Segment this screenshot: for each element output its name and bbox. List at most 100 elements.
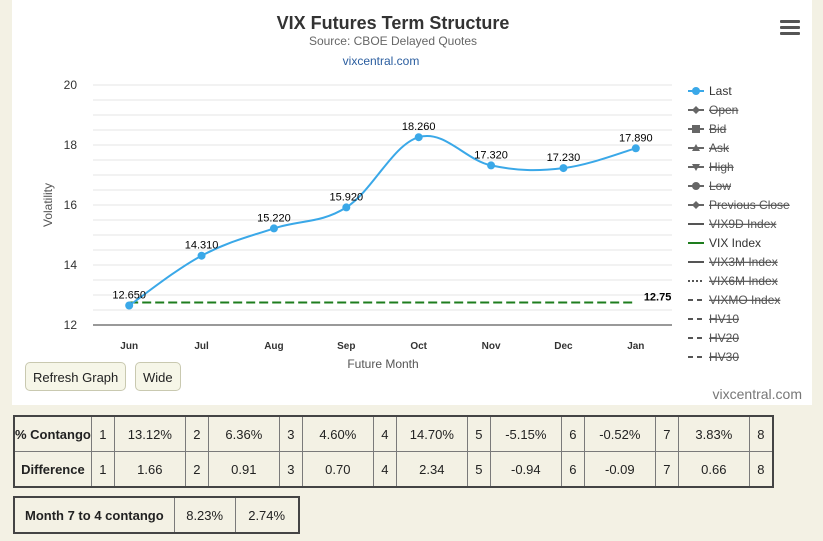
last-series-line [128, 135, 637, 307]
x-tick-label: Jul [194, 341, 209, 352]
refresh-graph-button[interactable]: Refresh Graph [25, 362, 127, 391]
contango-value: 14.70% [395, 415, 468, 452]
data-label: 18.260 [402, 121, 436, 133]
vixcentral-link[interactable]: vixcentral.com [343, 54, 420, 68]
data-label: 15.220 [257, 212, 291, 224]
legend-circle-icon [692, 182, 700, 190]
difference-row: Difference 1 1.66 2 0.91 3 0.70 4 2.34 5… [13, 451, 774, 488]
menu-icon-bar [780, 20, 800, 23]
chart-credit[interactable]: vixcentral.com [713, 386, 802, 402]
legend-triangle-down-icon [692, 164, 700, 171]
difference-value: 0.66 [677, 451, 750, 488]
last-data-point[interactable] [197, 251, 206, 260]
legend-label: Low [709, 179, 731, 193]
difference-value: 2.34 [395, 451, 468, 488]
last-data-point[interactable] [559, 164, 568, 173]
last-data-point[interactable] [487, 161, 496, 170]
chart-panel: VIX Futures Term Structure Source: CBOE … [12, 0, 812, 405]
legend-label: High [709, 160, 734, 174]
legend-label: Bid [709, 122, 726, 136]
data-label: 17.320 [474, 149, 508, 161]
vix-index-label: 12.75 [644, 292, 672, 304]
month-index: 6 [560, 415, 585, 452]
x-tick-label: Nov [482, 341, 501, 352]
month-index: 2 [184, 451, 209, 488]
data-label: 14.310 [185, 240, 219, 252]
legend-label: VIX Index [709, 236, 761, 250]
y-tick-label: 14 [64, 258, 78, 272]
legend-diamond-icon [692, 106, 700, 114]
last-data-point[interactable] [631, 144, 640, 153]
legend-label: VIXMO Index [709, 293, 780, 307]
legend-label: HV10 [709, 312, 739, 326]
month-index: 4 [372, 415, 397, 452]
x-axis-title: Future Month [347, 357, 418, 371]
legend-item[interactable]: Open [688, 103, 738, 117]
row-label: Month 7 to 4 contango [13, 496, 175, 534]
month7-to-4-row: Month 7 to 4 contango 8.23% 2.74% [13, 496, 300, 534]
legend-label: VIX6M Index [709, 274, 778, 288]
legend-square-icon [692, 125, 700, 133]
legend-label: Previous Close [709, 198, 790, 212]
legend-circle-icon [692, 87, 700, 95]
y-tick-label: 20 [64, 78, 78, 92]
contango-value: 13.12% [113, 415, 186, 452]
row-label: % Contango [13, 415, 92, 452]
month7-to-4-value: 8.23% [173, 496, 236, 534]
x-tick-label: Aug [264, 341, 283, 352]
data-label: 15.920 [329, 191, 363, 203]
legend-item[interactable]: VIX3M Index [688, 255, 778, 269]
legend-item[interactable]: Low [688, 179, 731, 193]
last-data-point[interactable] [269, 224, 278, 233]
x-tick-label: Dec [554, 341, 573, 352]
chart-menu-button[interactable] [780, 20, 800, 38]
legend-item[interactable]: High [688, 160, 734, 174]
y-tick-label: 16 [64, 198, 78, 212]
month-index: 2 [184, 415, 209, 452]
legend-item[interactable]: Bid [688, 122, 726, 136]
legend-item[interactable]: VIXMO Index [688, 293, 780, 307]
x-tick-label: Oct [410, 341, 427, 352]
last-data-point[interactable] [125, 301, 134, 310]
plot-area: 12 14 16 18 20 Jun Jul Aug Sep Oct Nov Dec Jan 12.75 1… [64, 78, 672, 352]
legend-label: HV20 [709, 331, 739, 345]
difference-value: 1.66 [113, 451, 186, 488]
month7-to-4-table: Month 7 to 4 contango 8.23% 2.74% [13, 496, 300, 534]
legend-item[interactable]: VIX Index [688, 236, 761, 250]
month-index: 7 [654, 451, 679, 488]
menu-icon-bar [780, 26, 800, 29]
last-data-point[interactable] [414, 133, 423, 142]
x-tick-label: Sep [337, 341, 355, 352]
month-index: 4 [372, 451, 397, 488]
legend-item[interactable]: VIX6M Index [688, 274, 778, 288]
month-index: 3 [278, 415, 303, 452]
legend-item[interactable]: HV30 [688, 350, 739, 364]
legend-item[interactable]: Previous Close [688, 198, 790, 212]
month-index: 6 [560, 451, 585, 488]
legend-label: Open [709, 103, 738, 117]
y-tick-label: 18 [64, 138, 78, 152]
legend-diamond-icon [692, 201, 700, 209]
difference-value: 0.91 [207, 451, 280, 488]
legend-item[interactable]: HV20 [688, 331, 739, 345]
month-index: 5 [466, 451, 491, 488]
last-data-point[interactable] [342, 203, 351, 212]
contango-value: 3.83% [677, 415, 750, 452]
legend-item[interactable]: Last [688, 84, 732, 98]
legend-item[interactable]: VIX9D Index [688, 217, 776, 231]
menu-icon-bar [780, 32, 800, 35]
difference-value: -0.94 [489, 451, 562, 488]
month-index: 8 [748, 451, 774, 488]
chart-title: VIX Futures Term Structure [277, 13, 510, 33]
x-tick-label: Jun [120, 341, 138, 352]
contango-value: -5.15% [489, 415, 562, 452]
legend-item[interactable]: Ask [688, 141, 730, 155]
legend-label: VIX9D Index [709, 217, 776, 231]
month-index: 3 [278, 451, 303, 488]
month-index: 1 [90, 451, 115, 488]
legend-item[interactable]: HV10 [688, 312, 739, 326]
legend-triangle-icon [692, 144, 700, 151]
wide-button[interactable]: Wide [135, 362, 181, 391]
y-tick-label: 12 [64, 318, 78, 332]
difference-value: 0.70 [301, 451, 374, 488]
